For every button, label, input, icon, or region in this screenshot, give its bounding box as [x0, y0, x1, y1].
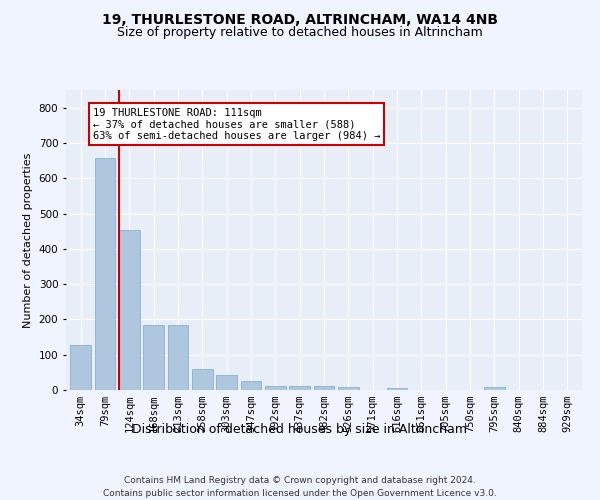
Bar — [265, 386, 286, 390]
Bar — [70, 345, 91, 390]
Bar — [338, 387, 359, 390]
Text: 19, THURLESTONE ROAD, ALTRINCHAM, WA14 4NB: 19, THURLESTONE ROAD, ALTRINCHAM, WA14 4… — [102, 12, 498, 26]
Text: Distribution of detached houses by size in Altrincham: Distribution of detached houses by size … — [133, 422, 467, 436]
Bar — [216, 375, 237, 390]
Bar — [289, 386, 310, 390]
Text: 19 THURLESTONE ROAD: 111sqm
← 37% of detached houses are smaller (588)
63% of se: 19 THURLESTONE ROAD: 111sqm ← 37% of det… — [93, 108, 380, 141]
Bar — [484, 387, 505, 390]
Bar — [143, 325, 164, 390]
Text: Contains public sector information licensed under the Open Government Licence v3: Contains public sector information licen… — [103, 489, 497, 498]
Bar — [241, 381, 262, 390]
Bar — [314, 386, 334, 390]
Bar — [192, 369, 212, 390]
Text: Size of property relative to detached houses in Altrincham: Size of property relative to detached ho… — [117, 26, 483, 39]
Bar — [95, 158, 115, 390]
Y-axis label: Number of detached properties: Number of detached properties — [23, 152, 33, 328]
Bar — [386, 388, 407, 390]
Bar — [167, 325, 188, 390]
Bar — [119, 230, 140, 390]
Text: Contains HM Land Registry data © Crown copyright and database right 2024.: Contains HM Land Registry data © Crown c… — [124, 476, 476, 485]
